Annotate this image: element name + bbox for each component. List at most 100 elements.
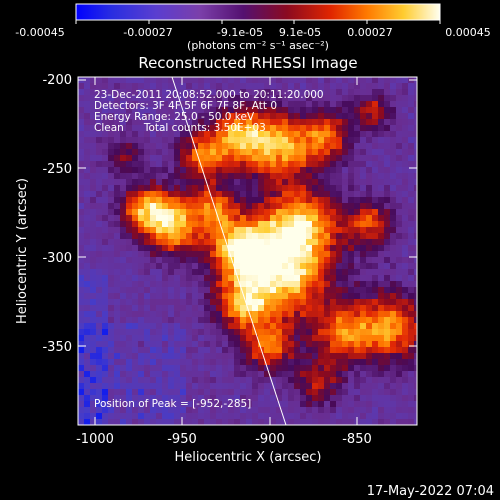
heatmap-pixel — [132, 89, 138, 95]
heatmap-pixel — [378, 257, 384, 263]
heatmap-pixel — [144, 227, 150, 233]
heatmap-pixel — [96, 365, 102, 371]
heatmap-pixel — [150, 407, 156, 413]
heatmap-pixel — [204, 119, 210, 125]
heatmap-pixel — [96, 83, 102, 89]
heatmap-pixel — [114, 209, 120, 215]
heatmap-pixel — [288, 395, 294, 401]
heatmap-pixel — [114, 407, 120, 413]
heatmap-pixel — [138, 149, 144, 155]
heatmap-pixel — [306, 359, 312, 365]
heatmap-pixel — [192, 353, 198, 359]
heatmap-pixel — [132, 419, 138, 425]
heatmap-pixel — [312, 233, 318, 239]
heatmap-pixel — [120, 113, 126, 119]
heatmap-pixel — [102, 275, 108, 281]
heatmap-pixel — [156, 281, 162, 287]
heatmap-pixel — [414, 263, 417, 269]
heatmap-pixel — [216, 191, 222, 197]
heatmap-pixel — [192, 179, 198, 185]
heatmap-pixel — [204, 365, 210, 371]
heatmap-pixel — [324, 251, 330, 257]
heatmap-pixel — [102, 125, 108, 131]
heatmap-pixel — [102, 317, 108, 323]
heatmap-pixel — [372, 221, 378, 227]
heatmap-pixel — [150, 95, 156, 101]
heatmap-pixel — [162, 89, 168, 95]
heatmap-pixel — [366, 233, 372, 239]
heatmap-pixel — [156, 143, 162, 149]
heatmap-pixel — [402, 161, 408, 167]
heatmap-pixel — [324, 113, 330, 119]
heatmap-pixel — [402, 185, 408, 191]
heatmap-pixel — [360, 137, 366, 143]
heatmap-pixel — [96, 221, 102, 227]
heatmap-pixel — [378, 299, 384, 305]
heatmap-pixel — [138, 83, 144, 89]
heatmap-pixel — [330, 341, 336, 347]
heatmap-pixel — [390, 227, 396, 233]
heatmap-pixel — [366, 383, 372, 389]
heatmap-pixel — [252, 113, 258, 119]
heatmap-pixel — [270, 197, 276, 203]
heatmap-pixel — [192, 113, 198, 119]
heatmap-pixel — [240, 179, 246, 185]
info-clean-counts: Clean Total counts: 3.50E+03 — [94, 122, 266, 134]
heatmap-pixel — [258, 191, 264, 197]
heatmap-pixel — [294, 275, 300, 281]
heatmap-pixel — [168, 329, 174, 335]
heatmap-pixel — [96, 419, 102, 425]
heatmap-pixel — [186, 209, 192, 215]
heatmap-pixel — [270, 335, 276, 341]
heatmap-pixel — [138, 191, 144, 197]
heatmap-pixel — [414, 209, 417, 215]
heatmap-pixel — [90, 77, 96, 83]
heatmap-pixel — [96, 179, 102, 185]
heatmap-pixel — [294, 245, 300, 251]
heatmap-pixel — [384, 251, 390, 257]
heatmap-pixel — [228, 125, 234, 131]
heatmap-pixel — [90, 287, 96, 293]
heatmap-pixel — [246, 413, 252, 419]
heatmap-pixel — [102, 323, 108, 329]
heatmap-pixel — [192, 335, 198, 341]
heatmap-pixel — [150, 251, 156, 257]
heatmap-pixel — [360, 185, 366, 191]
heatmap-pixel — [360, 209, 366, 215]
heatmap-pixel — [204, 245, 210, 251]
heatmap-pixel — [312, 83, 318, 89]
heatmap-pixel — [270, 239, 276, 245]
heatmap-pixel — [294, 317, 300, 323]
heatmap-pixel — [324, 143, 330, 149]
heatmap-pixel — [360, 173, 366, 179]
heatmap-pixel — [228, 323, 234, 329]
heatmap-pixel — [306, 395, 312, 401]
heatmap-pixel — [132, 227, 138, 233]
heatmap-pixel — [300, 125, 306, 131]
heatmap-pixel — [324, 287, 330, 293]
heatmap-pixel — [258, 209, 264, 215]
heatmap-pixel — [192, 185, 198, 191]
heatmap-pixel — [276, 299, 282, 305]
heatmap-pixel — [252, 377, 258, 383]
heatmap-pixel — [144, 389, 150, 395]
heatmap-pixel — [84, 125, 90, 131]
heatmap-pixel — [102, 101, 108, 107]
heatmap-pixel — [390, 113, 396, 119]
heatmap-pixel — [108, 149, 114, 155]
heatmap-pixel — [312, 317, 318, 323]
heatmap-pixel — [396, 359, 402, 365]
heatmap-pixel — [162, 161, 168, 167]
heatmap-pixel — [390, 257, 396, 263]
heatmap-pixel — [414, 191, 417, 197]
heatmap-pixel — [102, 335, 108, 341]
heatmap-pixel — [84, 371, 90, 377]
heatmap-pixel — [378, 119, 384, 125]
heatmap-pixel — [318, 257, 324, 263]
heatmap-pixel — [210, 125, 216, 131]
heatmap-pixel — [96, 275, 102, 281]
heatmap-pixel — [282, 263, 288, 269]
heatmap-pixel — [360, 281, 366, 287]
heatmap-pixel — [162, 353, 168, 359]
heatmap-pixel — [78, 119, 84, 125]
